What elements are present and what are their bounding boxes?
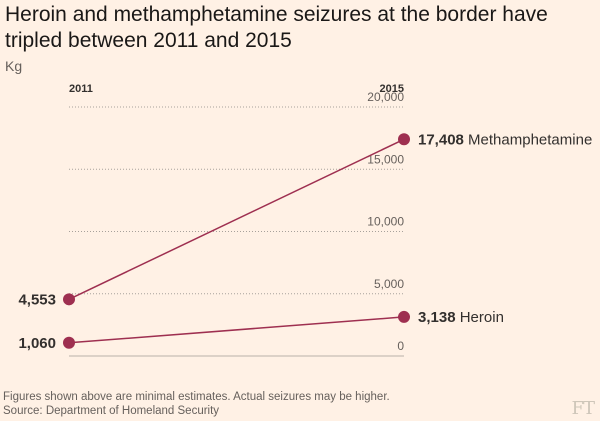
ft-logo: FT: [571, 398, 595, 419]
footnote: Figures shown above are minimal estimate…: [3, 391, 390, 403]
x-tick-label: 2015: [380, 83, 404, 95]
data-point: [398, 133, 410, 146]
end-label: 17,408 Methamphetamine: [418, 131, 592, 148]
y-tick-label: 20,000: [367, 90, 404, 104]
series-points: [63, 133, 410, 349]
series-line: [68, 316, 405, 344]
data-label: 17,408: [418, 131, 468, 148]
series-name: Heroin: [460, 309, 504, 326]
y-tick-label: 0: [397, 339, 404, 353]
x-tick-label: 2011: [69, 83, 93, 95]
chart-title: Heroin and methamphetamine seizures at t…: [5, 3, 548, 52]
end-label: 3,138 Heroin: [418, 309, 504, 326]
unit-label: Kg: [5, 58, 23, 74]
y-tick-label: 5,000: [374, 277, 404, 291]
series-name: Methamphetamine: [468, 131, 592, 148]
data-point: [63, 293, 75, 306]
source-note: Source: Department of Homeland Security: [3, 405, 220, 417]
y-tick-label: 15,000: [367, 152, 404, 166]
data-label: 3,138: [418, 309, 460, 326]
line-chart: 0 5,000 10,000 15,000 20,000 2011 2015 4,553 17…: [18, 83, 592, 357]
data-label: 4,553: [18, 291, 56, 308]
y-tick-label: 10,000: [367, 215, 404, 229]
series-lines: [68, 138, 405, 344]
gridlines: [69, 106, 404, 357]
axis-labels: 0 5,000 10,000 15,000 20,000 2011 2015: [69, 83, 404, 353]
data-label: 1,060: [18, 335, 56, 352]
series-line: [68, 138, 405, 300]
data-point: [63, 336, 75, 349]
series-labels: 4,553 17,408 Methamphetamine 1,060 3,138 He…: [18, 131, 592, 352]
data-point: [398, 310, 410, 323]
